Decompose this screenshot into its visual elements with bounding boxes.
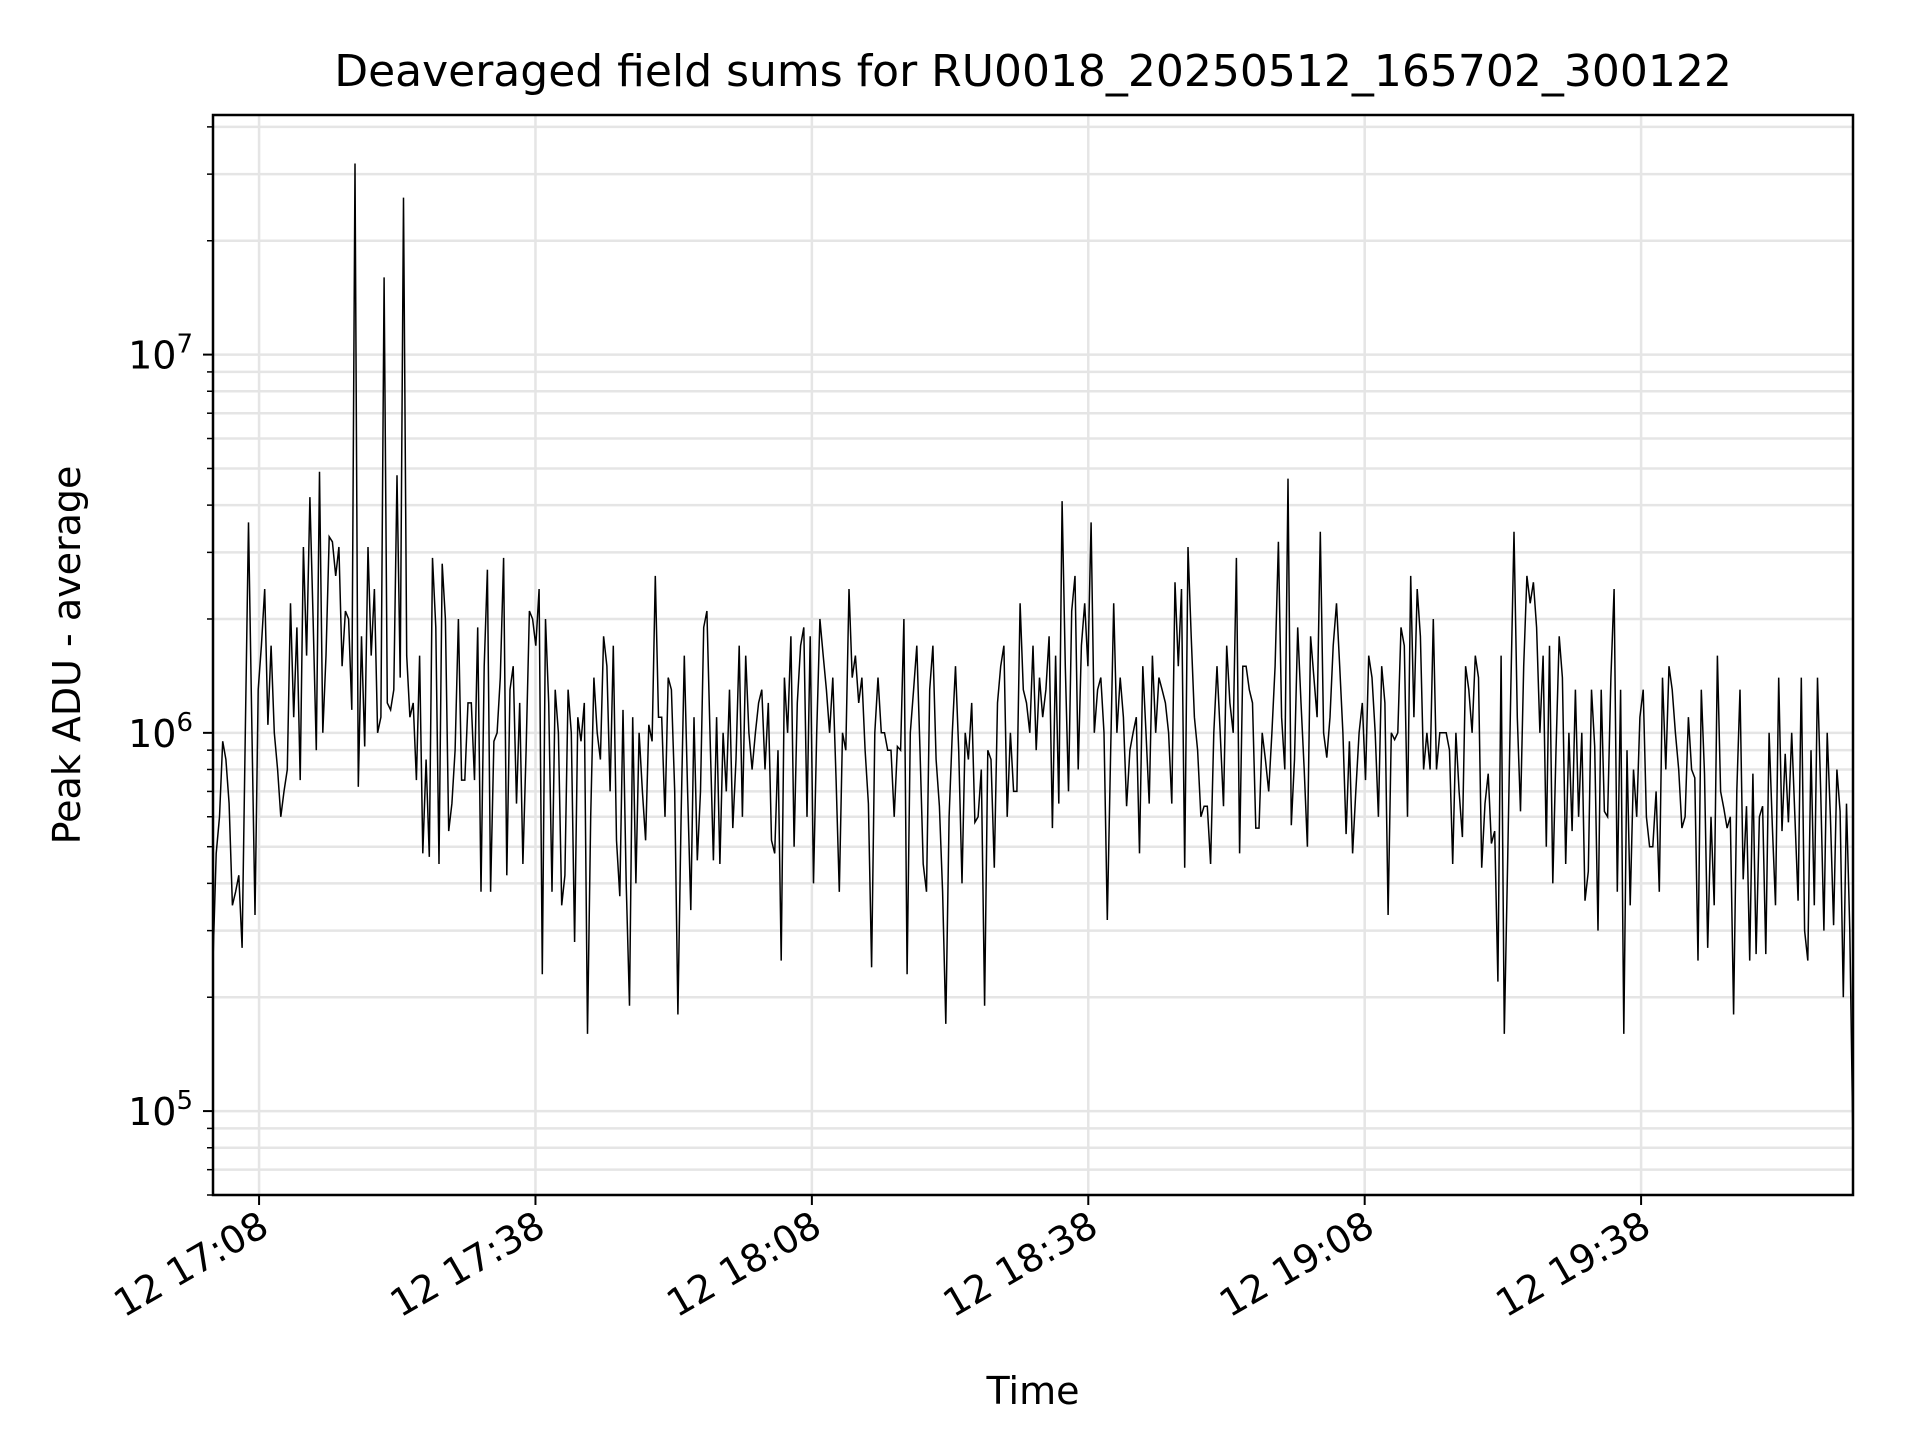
y-tick-label: 105 (128, 1086, 193, 1134)
series-layer (212, 163, 1854, 1148)
plot-frame (211, 113, 1855, 1197)
x-axis-label: Time (986, 1369, 1080, 1413)
series-line (212, 163, 1854, 1148)
tick-marks (203, 126, 1643, 1205)
y-tick-label: 107 (128, 330, 193, 378)
y-tick-label: 106 (128, 708, 193, 756)
y-axis-label: Peak ADU - average (45, 466, 89, 845)
chart-title: Deaveraged field sums for RU0018_2025051… (334, 46, 1732, 97)
